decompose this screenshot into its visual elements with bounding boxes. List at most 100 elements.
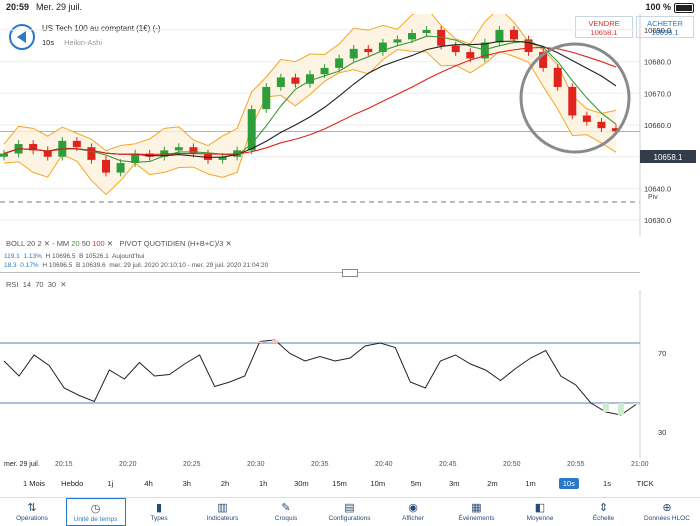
toolbar-button[interactable]: ▮ Types	[129, 498, 189, 526]
stats-row-today: 119.1 1.13% H 10696.5 B 10526.1 Aujourd'…	[4, 253, 144, 260]
bollinger-upper	[3, 14, 617, 152]
rsi-name: RSI	[6, 280, 19, 289]
sell-price: 10658.1	[590, 28, 618, 37]
separator: -	[52, 239, 55, 248]
calendar-icon: ▦	[471, 502, 482, 514]
candle-body	[422, 29, 431, 34]
timeframe-option[interactable]: 3m	[448, 479, 460, 488]
rsi-chart[interactable]: 70 30	[0, 290, 700, 458]
range-label: Aujourd'hui	[112, 253, 145, 260]
candle-body	[437, 29, 446, 46]
back-button[interactable]	[9, 24, 35, 50]
toolbar-button[interactable]: ✎ Croquis	[256, 498, 316, 526]
battery-indicator: 100 %	[645, 2, 694, 13]
timeframe-selector: 1 Mois Hebdo 1j 4h 3h 2h 1h 30m 15m 10m 5m 3m 2m 1m 10…	[0, 475, 700, 495]
indicator-legend[interactable]: BOLL 20 2 ✕ - MM 20 50 100 ✕ PIVOT QUOTI…	[6, 239, 232, 248]
buy-button[interactable]: ACHETER 10659.1	[636, 16, 694, 38]
timeframe-option[interactable]: 10m	[370, 479, 386, 488]
timeframe-option[interactable]: 1 Mois	[22, 479, 46, 488]
toolbar-label: Échelle	[592, 515, 615, 522]
timeframe-option[interactable]: 15m	[332, 479, 347, 488]
time-tick: 20:50	[503, 461, 521, 468]
candle-body	[393, 39, 402, 43]
close-icon[interactable]: ✕	[60, 280, 67, 289]
timeframe-option[interactable]: 5m	[410, 479, 422, 488]
instrument-title[interactable]: US Tech 100 au comptant (1€) (-)	[42, 24, 161, 33]
toolbar-button[interactable]: ◧ Moyenne	[510, 498, 570, 526]
toolbar-button[interactable]: ▤ Configurations	[320, 498, 380, 526]
toolbar-button[interactable]: ⇅ Opérations	[2, 498, 62, 526]
price-tick: 10660.0	[644, 121, 671, 130]
candle-body	[597, 121, 606, 129]
toolbar-button[interactable]: ◷ Unité de temps	[65, 498, 126, 526]
toolbar-button[interactable]: ▥ Indicateurs	[193, 498, 253, 526]
candle-body	[276, 77, 285, 87]
buy-price: 10659.1	[651, 28, 679, 37]
candle-body	[582, 115, 591, 122]
candle-body	[204, 153, 212, 160]
mm-p2: 50	[81, 239, 91, 248]
sell-button[interactable]: VENDRE 10658.1	[575, 16, 633, 38]
mm-p1: 20	[71, 239, 80, 248]
timeframe-option[interactable]: 2m	[487, 479, 498, 488]
buy-label: ACHETER	[647, 19, 683, 28]
interval-label: 10s	[42, 38, 55, 47]
bars-icon: ▥	[217, 502, 228, 514]
timeframe-option[interactable]: 2h	[220, 479, 230, 488]
rsi-upper-label: 70	[658, 349, 666, 358]
toolbar-button[interactable]: ▦ Événements	[447, 498, 507, 526]
candle-body	[524, 39, 533, 53]
candle-body	[262, 86, 271, 110]
rsi-legend[interactable]: RSI 14 70 30 ✕	[6, 280, 67, 289]
timeframe-option[interactable]: 30m	[294, 479, 309, 488]
timeframe-option[interactable]: 1m	[525, 479, 536, 488]
current-price: 10658.1	[654, 153, 683, 162]
time-tick: 20:55	[567, 461, 585, 468]
arrows-updown-icon: ⇅	[27, 502, 37, 514]
pivot-formula: (H+B+C)/3	[187, 239, 224, 248]
toolbar-button[interactable]: ⊕ Données HLOC	[637, 498, 697, 526]
timeframe-option[interactable]: Hebdo	[61, 479, 84, 488]
timeframe-option[interactable]: 1h	[259, 479, 268, 488]
close-icon[interactable]: ✕	[43, 239, 50, 248]
toolbar-label: Types	[150, 515, 168, 522]
ma-100-line	[3, 46, 617, 155]
layout-icon: ▤	[344, 502, 355, 514]
toolbar-label: Opérations	[16, 515, 48, 522]
timeframe-option[interactable]: TICK	[636, 479, 654, 488]
close-icon[interactable]: ✕	[225, 239, 232, 248]
candle-body	[378, 42, 387, 53]
close-icon[interactable]: ✕	[106, 239, 114, 248]
time-tick: 20:35	[311, 461, 329, 468]
candle-body	[612, 128, 620, 132]
splitter-handle-icon[interactable]	[342, 269, 358, 277]
toolbar-button[interactable]: ◉ Afficher	[383, 498, 443, 526]
range-label: mer. 29 juil. 2020 20:10:10 - mer. 29 ju…	[109, 262, 269, 269]
candle-body	[568, 86, 577, 116]
scale-icon: ⇕	[598, 502, 609, 514]
time-tick: 20:45	[439, 461, 457, 468]
candle-body	[408, 33, 416, 40]
price-tick: 10680.0	[644, 58, 671, 67]
pivot-period: QUOTIDIEN	[143, 239, 186, 248]
candle-body	[320, 67, 329, 75]
candle-body	[72, 140, 81, 148]
timeframe-option[interactable]: 1j	[107, 479, 114, 488]
timeframe-option[interactable]: 3h	[182, 479, 191, 488]
pane-splitter[interactable]	[0, 272, 640, 273]
change-pct: 1.13%	[23, 253, 42, 260]
current-price-badge	[640, 150, 696, 163]
mm-p3: 100	[92, 239, 105, 248]
timeframe-option[interactable]: 10s	[558, 478, 579, 489]
toolbar-button[interactable]: ⇕ Échelle	[574, 498, 634, 526]
battery-label: 100 %	[645, 2, 671, 12]
change-pct: 0.17%	[20, 262, 39, 269]
candle-body	[539, 52, 548, 68]
rsi-p3: 30	[47, 280, 57, 289]
timeframe-option[interactable]: 4h	[144, 479, 153, 488]
pivot-name: PIVOT	[119, 239, 142, 248]
highlight-circle	[519, 42, 631, 154]
timeframe-option[interactable]: 1s	[603, 479, 611, 488]
price-chart[interactable]: Piv 10690.010680.010670.010660.010650.01…	[0, 14, 700, 236]
candle-body	[247, 109, 256, 151]
